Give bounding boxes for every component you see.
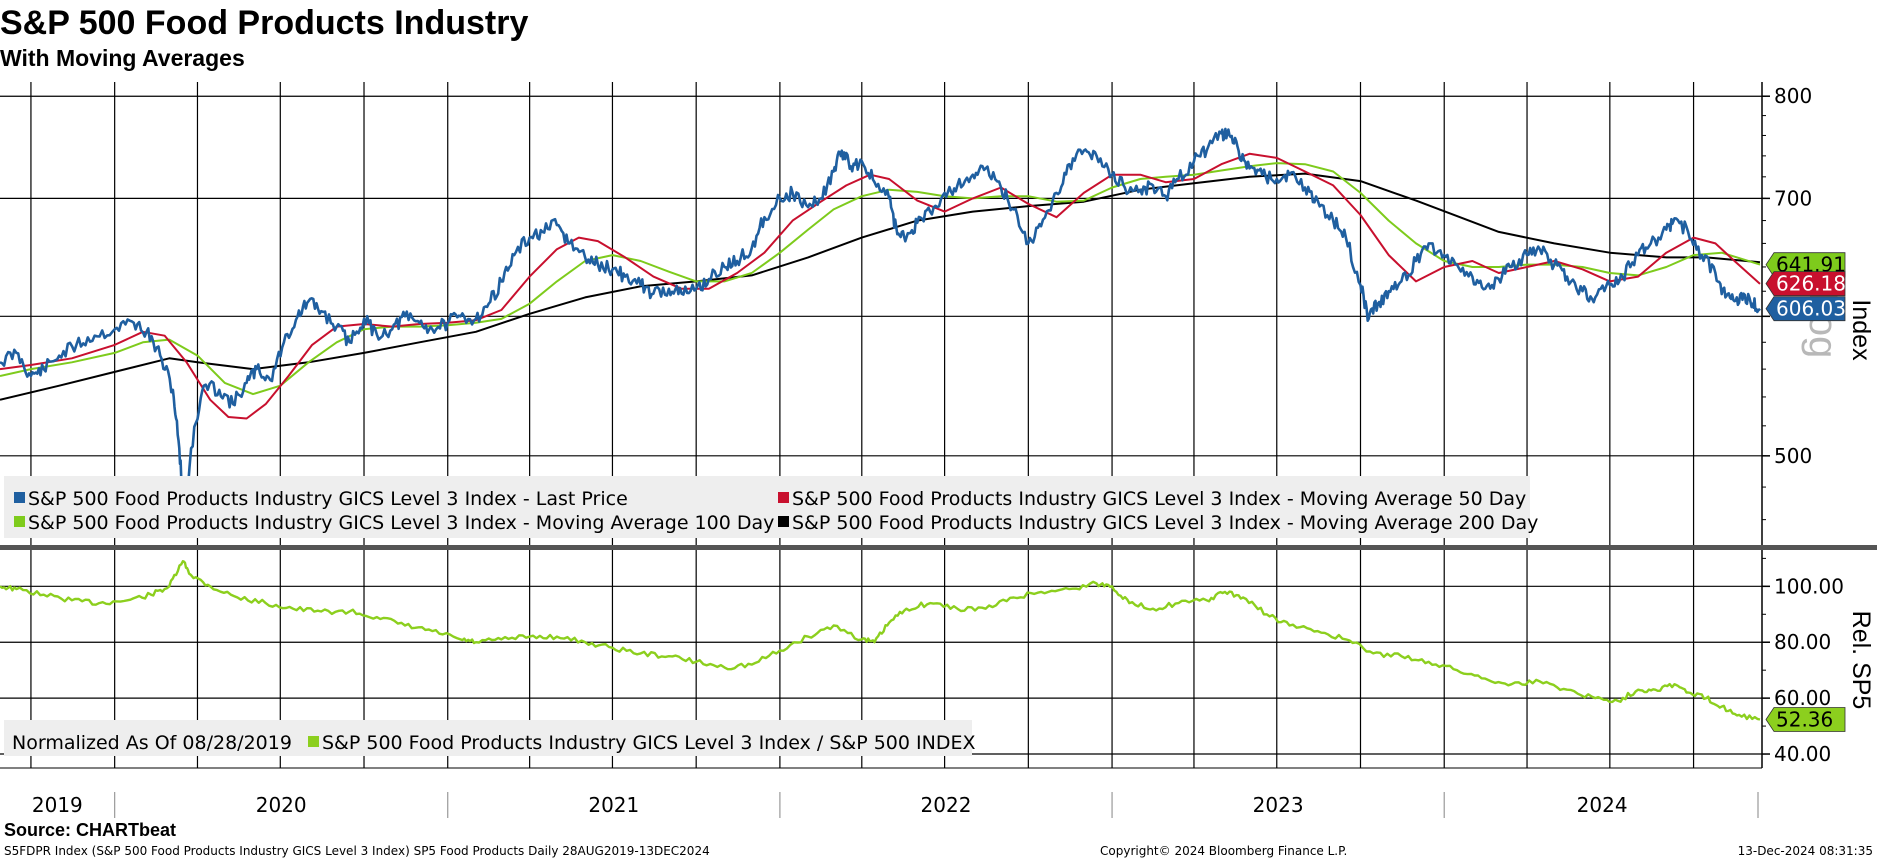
x-tick-label: 2019 (32, 793, 83, 817)
relative-legend-background (4, 720, 972, 756)
legend-label-ma50: S&P 500 Food Products Industry GICS Leve… (792, 488, 1526, 510)
x-tick-label: 2023 (1253, 793, 1304, 817)
legend-swatch-last-price (14, 492, 25, 503)
legend-swatch-ma200 (778, 516, 789, 527)
timestamp: 13-Dec-2024 08:31:35 (1738, 844, 1873, 858)
last-value-tag-shape (1765, 271, 1846, 297)
legend-label-ma100: S&P 500 Food Products Industry GICS Leve… (28, 512, 774, 534)
y-tick-label: 40.00 (1774, 742, 1831, 766)
y-tick-label: 800 (1774, 84, 1812, 108)
series-line (0, 162, 1761, 396)
last-value-tag: 606.03 (1765, 296, 1846, 322)
legend-swatch-relative (308, 736, 319, 747)
legend-swatch-ma50 (778, 492, 789, 503)
y-tick-label: 700 (1774, 186, 1812, 210)
x-tick-label: 2022 (921, 793, 972, 817)
price-legend-background (4, 476, 1530, 538)
relative-series (0, 560, 1761, 721)
series-line (0, 560, 1761, 721)
last-value-tag-label: 606.03 (1776, 297, 1846, 321)
panel-divider (0, 545, 1877, 550)
price-series (0, 127, 1761, 521)
x-tick-label: 2024 (1577, 793, 1628, 817)
last-value-tag: 52.36 (1765, 707, 1846, 732)
price-y-label: Index (1847, 299, 1875, 361)
source-label: Source: CHARTbeat (4, 820, 176, 840)
relative-last-value-tag: 52.36 (1765, 707, 1846, 732)
last-value-tag-shape (1765, 296, 1846, 322)
last-value-tag-label: 626.18 (1776, 272, 1846, 296)
relative-y-label: Rel. SP5 (1847, 611, 1875, 710)
series-line (0, 172, 1761, 401)
normalized-label: Normalized As Of 08/28/2019 (12, 732, 292, 754)
y-tick-label: 500 (1774, 444, 1812, 468)
legend-label-relative: S&P 500 Food Products Industry GICS Leve… (322, 732, 976, 754)
price-y-axis: 500 700 800 (1761, 82, 1812, 545)
last-value-tag-label: 52.36 (1776, 707, 1833, 731)
y-tick-label: 60.00 (1774, 686, 1831, 710)
last-value-tag-shape (1765, 707, 1846, 732)
y-tick-label: 100.00 (1774, 574, 1844, 598)
x-tick-label: 2020 (256, 793, 307, 817)
price-grid (0, 82, 1762, 545)
relative-y-axis: 40.00 60.00 80.00 100.00 (1761, 550, 1844, 768)
chart-subtitle: With Moving Averages (0, 45, 245, 71)
chart-title: S&P 500 Food Products Industry (0, 4, 528, 42)
legend-label-ma200: S&P 500 Food Products Industry GICS Leve… (792, 512, 1538, 534)
relative-legend: Normalized As Of 08/28/2019 S&P 500 Food… (4, 720, 976, 756)
series-line (0, 127, 1761, 521)
x-axis: 2019 2020 2021 2022 2023 2024 (0, 767, 1762, 818)
legend-swatch-ma100 (14, 516, 25, 527)
index-description: S5FDPR Index (S&P 500 Food Products Indu… (4, 844, 710, 858)
legend-label-last-price: S&P 500 Food Products Industry GICS Leve… (28, 488, 628, 510)
copyright-text: Copyright© 2024 Bloomberg Finance L.P. (1100, 844, 1347, 858)
y-tick-label: 80.00 (1774, 630, 1831, 654)
last-value-tag: 626.18 (1765, 271, 1846, 297)
relative-panel: 40.00 60.00 80.00 100.00 Rel. SP5 52.36 Nor… (0, 550, 1875, 768)
x-tick-label: 2021 (588, 793, 639, 817)
price-legend: S&P 500 Food Products Industry GICS Leve… (4, 476, 1538, 538)
